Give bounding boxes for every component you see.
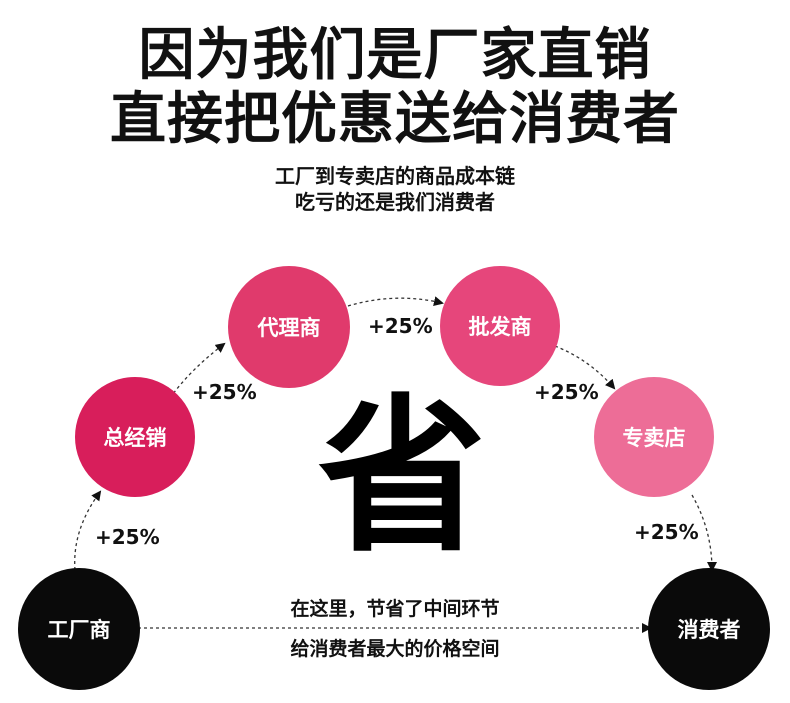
connector-factory-to-distributor [74, 490, 102, 571]
subheadline-line-2: 吃亏的还是我们消费者 [295, 190, 495, 214]
markup-agent-to-wholesaler: +25% [368, 314, 433, 338]
node-store: 专卖店 [594, 377, 714, 497]
connector-agent-to-wholesaler [347, 296, 444, 307]
markup-store-to-consumer: +25% [634, 520, 699, 544]
bottom-note-line-2: 给消费者最大的价格空间 [290, 638, 500, 660]
save-character: 省 [318, 379, 486, 575]
node-wholesaler: 批发商 [440, 266, 560, 386]
connector-wholesaler-to-store [554, 345, 616, 390]
subheadline-line-1: 工厂到专卖店的商品成本链 [275, 164, 515, 188]
markup-distributor-to-agent: +25% [192, 380, 257, 404]
markup-wholesaler-to-store: +25% [534, 380, 599, 404]
bottom-note-line-1: 在这里，节省了中间环节 [290, 598, 500, 620]
node-consumer: 消费者 [648, 568, 770, 690]
headline-line-2: 直接把优惠送给消费者 [110, 87, 680, 152]
node-distributor: 总经销 [75, 377, 195, 497]
node-factory: 工厂商 [18, 568, 140, 690]
connector-store-to-consumer [691, 494, 717, 572]
headline-line-1: 因为我们是厂家直销 [138, 23, 652, 88]
markup-factory-to-distributor: +25% [95, 525, 160, 549]
node-agent: 代理商 [228, 266, 350, 388]
